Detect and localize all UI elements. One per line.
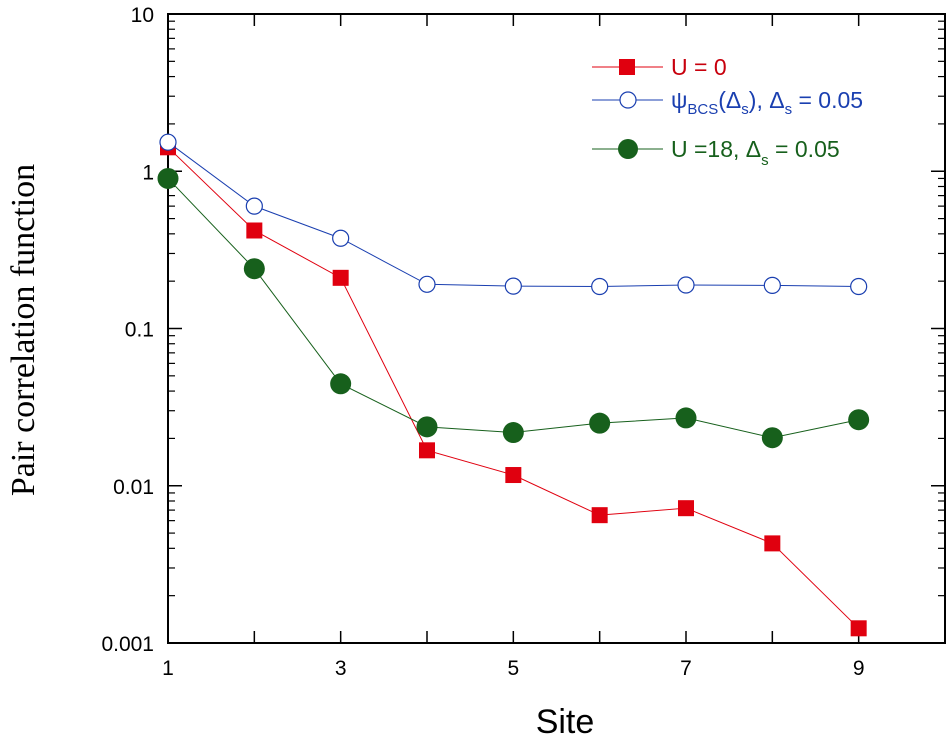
legend-label-bcs: ψBCS(Δs), Δs = 0.05 xyxy=(671,87,863,118)
series-line xyxy=(167,146,860,629)
legend-label-u18: U =18, Δs = 0.05 xyxy=(671,136,840,169)
x-axis-title: Site xyxy=(536,703,595,738)
y-axis-title: Pair correlation function xyxy=(5,164,42,496)
legend-filled-circle-marker-icon xyxy=(618,139,638,159)
data-point-square xyxy=(591,507,608,524)
x-tick-label: 5 xyxy=(507,657,519,680)
data-point-filled-circle xyxy=(848,409,870,431)
y-tick-label: 0.01 xyxy=(113,476,154,499)
data-point-square xyxy=(332,269,349,286)
x-tick-label: 9 xyxy=(853,657,865,680)
legend-square-marker-icon xyxy=(619,59,635,75)
data-point-open-circle xyxy=(763,276,781,294)
data-point-filled-circle xyxy=(502,422,524,444)
x-tick-label: 3 xyxy=(335,657,347,680)
x-tick-label: 7 xyxy=(680,657,692,680)
x-tick-label: 1 xyxy=(162,657,174,680)
legend-label-u0: U = 0 xyxy=(671,54,727,80)
series-layer xyxy=(157,133,870,637)
data-point-square xyxy=(505,467,522,484)
y-tick-label: 0.001 xyxy=(101,633,154,656)
data-point-open-circle xyxy=(591,277,609,296)
data-point-filled-circle xyxy=(675,407,697,429)
data-point-square xyxy=(246,222,263,239)
legend-item-u0: U = 0 xyxy=(592,54,727,80)
series-line xyxy=(167,178,859,439)
data-point-square xyxy=(419,442,435,459)
legend-open-circle-marker-icon xyxy=(619,91,637,109)
data-point-filled-circle xyxy=(243,258,265,280)
y-tick-label: 1 xyxy=(142,161,154,184)
legend-item-bcs: ψBCS(Δs), Δs = 0.05 xyxy=(592,87,863,118)
data-point-open-circle xyxy=(159,133,177,151)
series-0 xyxy=(160,139,867,637)
series-1 xyxy=(159,133,868,296)
data-point-open-circle xyxy=(677,276,695,294)
legend-item-u18: U =18, Δs = 0.05 xyxy=(592,136,840,169)
data-point-open-circle xyxy=(418,275,436,293)
axes: 1 3 5 7 9 0.001 0.01 0.1 1 10 xyxy=(101,4,946,680)
data-point-square xyxy=(850,620,867,637)
data-point-open-circle xyxy=(332,229,350,247)
y-tick-label: 0.1 xyxy=(125,319,154,342)
data-point-filled-circle xyxy=(157,167,179,189)
data-point-square xyxy=(764,535,781,552)
data-point-filled-circle xyxy=(761,427,783,449)
data-point-open-circle xyxy=(504,277,522,295)
data-point-filled-circle xyxy=(416,416,438,438)
data-point-open-circle xyxy=(850,277,868,296)
series-2 xyxy=(157,167,870,449)
data-point-open-circle xyxy=(245,197,263,215)
legend: U = 0 ψBCS(Δs), Δs = 0.05 U =18, Δs = 0.… xyxy=(592,54,863,169)
data-point-filled-circle xyxy=(330,373,352,395)
y-tick-label: 10 xyxy=(131,4,154,27)
series-line xyxy=(167,141,859,287)
data-point-filled-circle xyxy=(589,412,611,434)
data-point-square xyxy=(678,500,694,517)
